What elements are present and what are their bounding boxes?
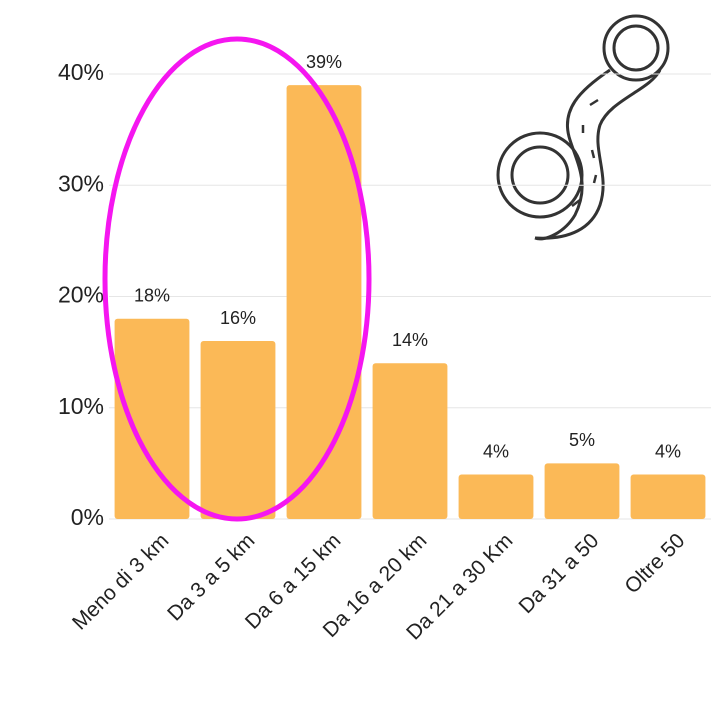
value-label: 4%	[655, 441, 681, 461]
x-tick-label: Oltre 50	[620, 529, 689, 598]
bar	[544, 463, 620, 519]
y-tick-label: 10%	[58, 393, 104, 419]
bar	[458, 474, 534, 519]
x-tick-label: Meno di 3 km	[68, 529, 173, 634]
bar	[114, 318, 190, 519]
x-tick-label: Da 31 a 50	[515, 529, 604, 618]
value-label: 18%	[134, 286, 170, 306]
bar	[630, 474, 706, 519]
y-tick-label: 20%	[58, 282, 104, 308]
bar	[372, 363, 448, 519]
value-label: 5%	[569, 430, 595, 450]
value-label: 4%	[483, 441, 509, 461]
y-tick-label: 0%	[71, 504, 104, 530]
y-tick-label: 40%	[58, 59, 104, 85]
bar	[200, 341, 276, 519]
highlight-ellipse	[102, 36, 372, 522]
road-icon	[496, 14, 670, 241]
bar	[286, 85, 362, 519]
x-tick-label: Da 3 a 5 km	[163, 529, 259, 625]
value-label: 14%	[392, 330, 428, 350]
y-tick-label: 30%	[58, 170, 104, 196]
value-label: 16%	[220, 308, 256, 328]
value-label: 39%	[306, 52, 342, 72]
